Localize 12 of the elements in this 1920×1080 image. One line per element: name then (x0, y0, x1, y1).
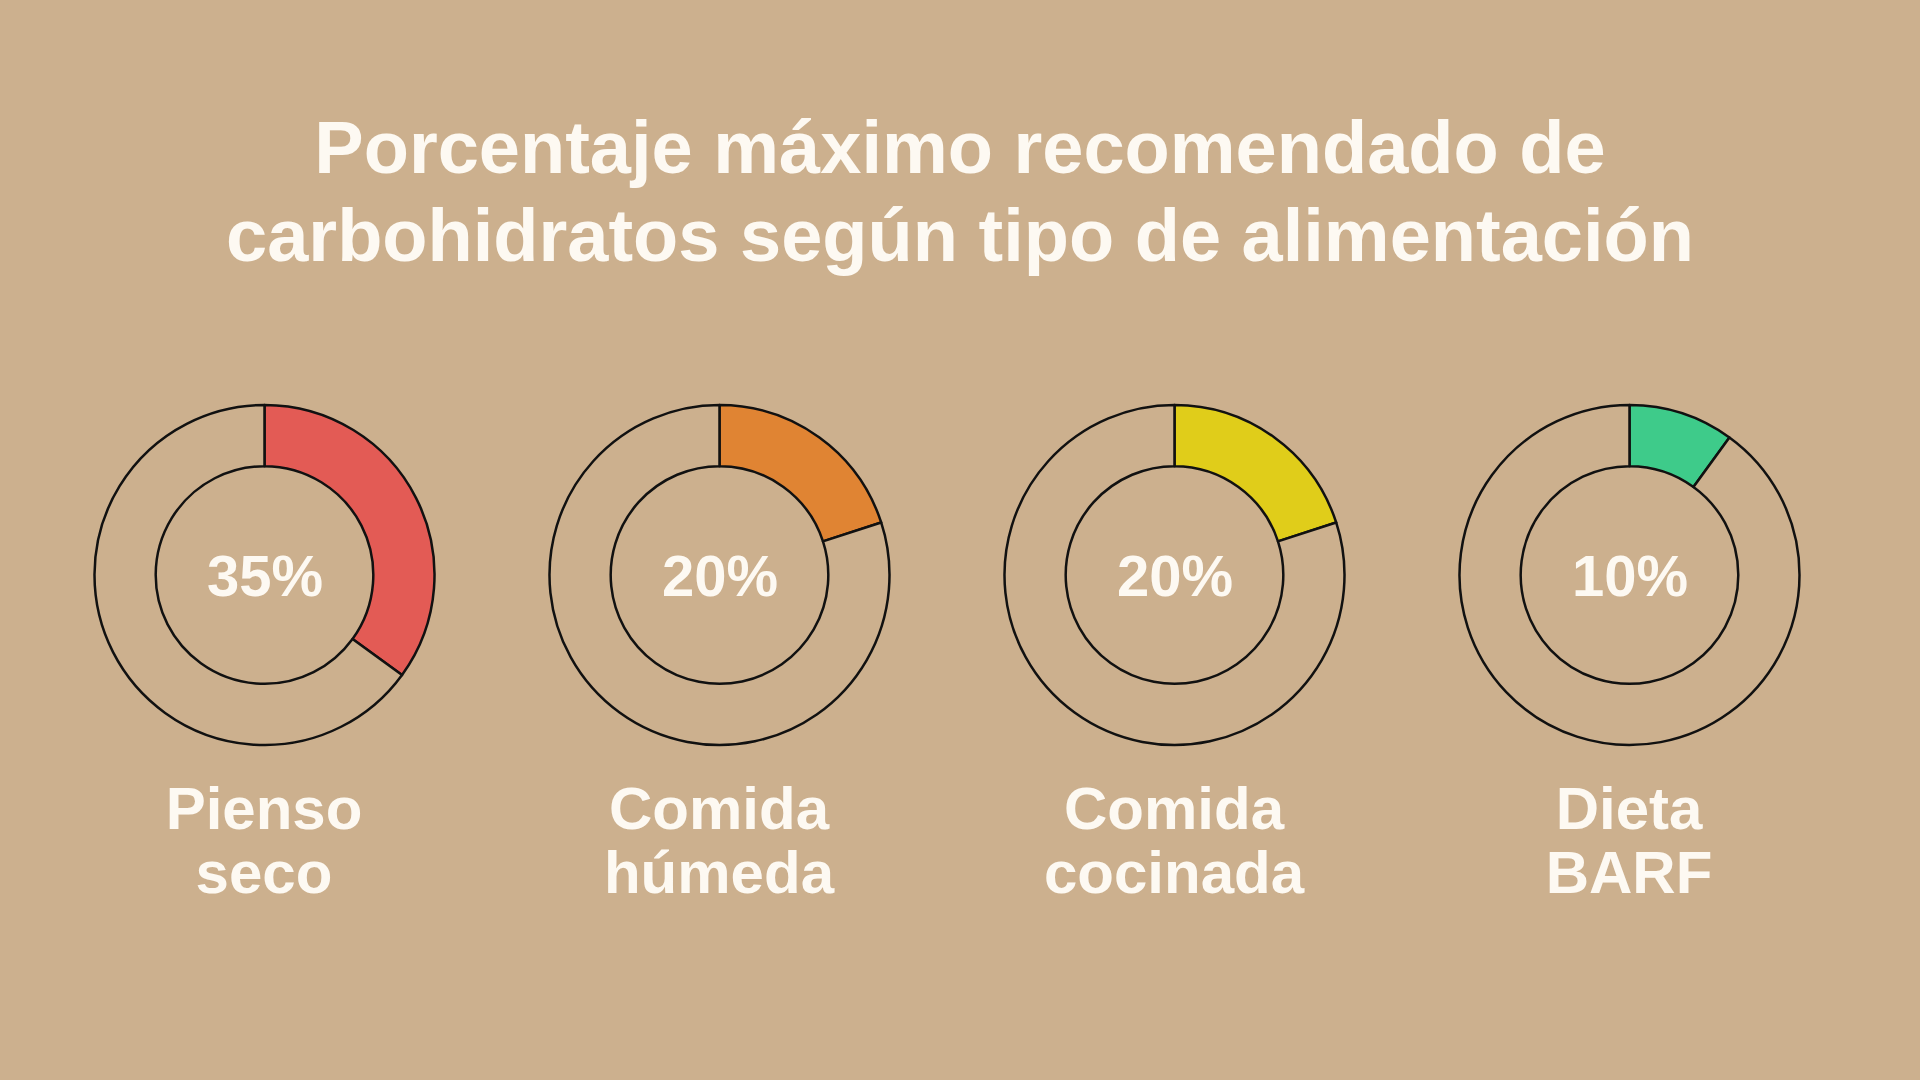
text: Pienso seco (164, 775, 364, 906)
donut-slice (1003, 403, 1346, 747)
donut-slice (1458, 403, 1801, 746)
donut-slice (548, 403, 891, 747)
text: Comida cocinada (1042, 775, 1306, 906)
text: Comida húmeda (602, 775, 836, 906)
text: 20% (1117, 543, 1234, 608)
text: 35% (207, 543, 324, 608)
text: 20% (662, 543, 779, 608)
text: Dieta BARF (1544, 775, 1714, 906)
text: 10% (1572, 543, 1689, 608)
text: Porcentaje máximo recomendado de carbohidratos según tipo de alimentación (225, 105, 1695, 279)
